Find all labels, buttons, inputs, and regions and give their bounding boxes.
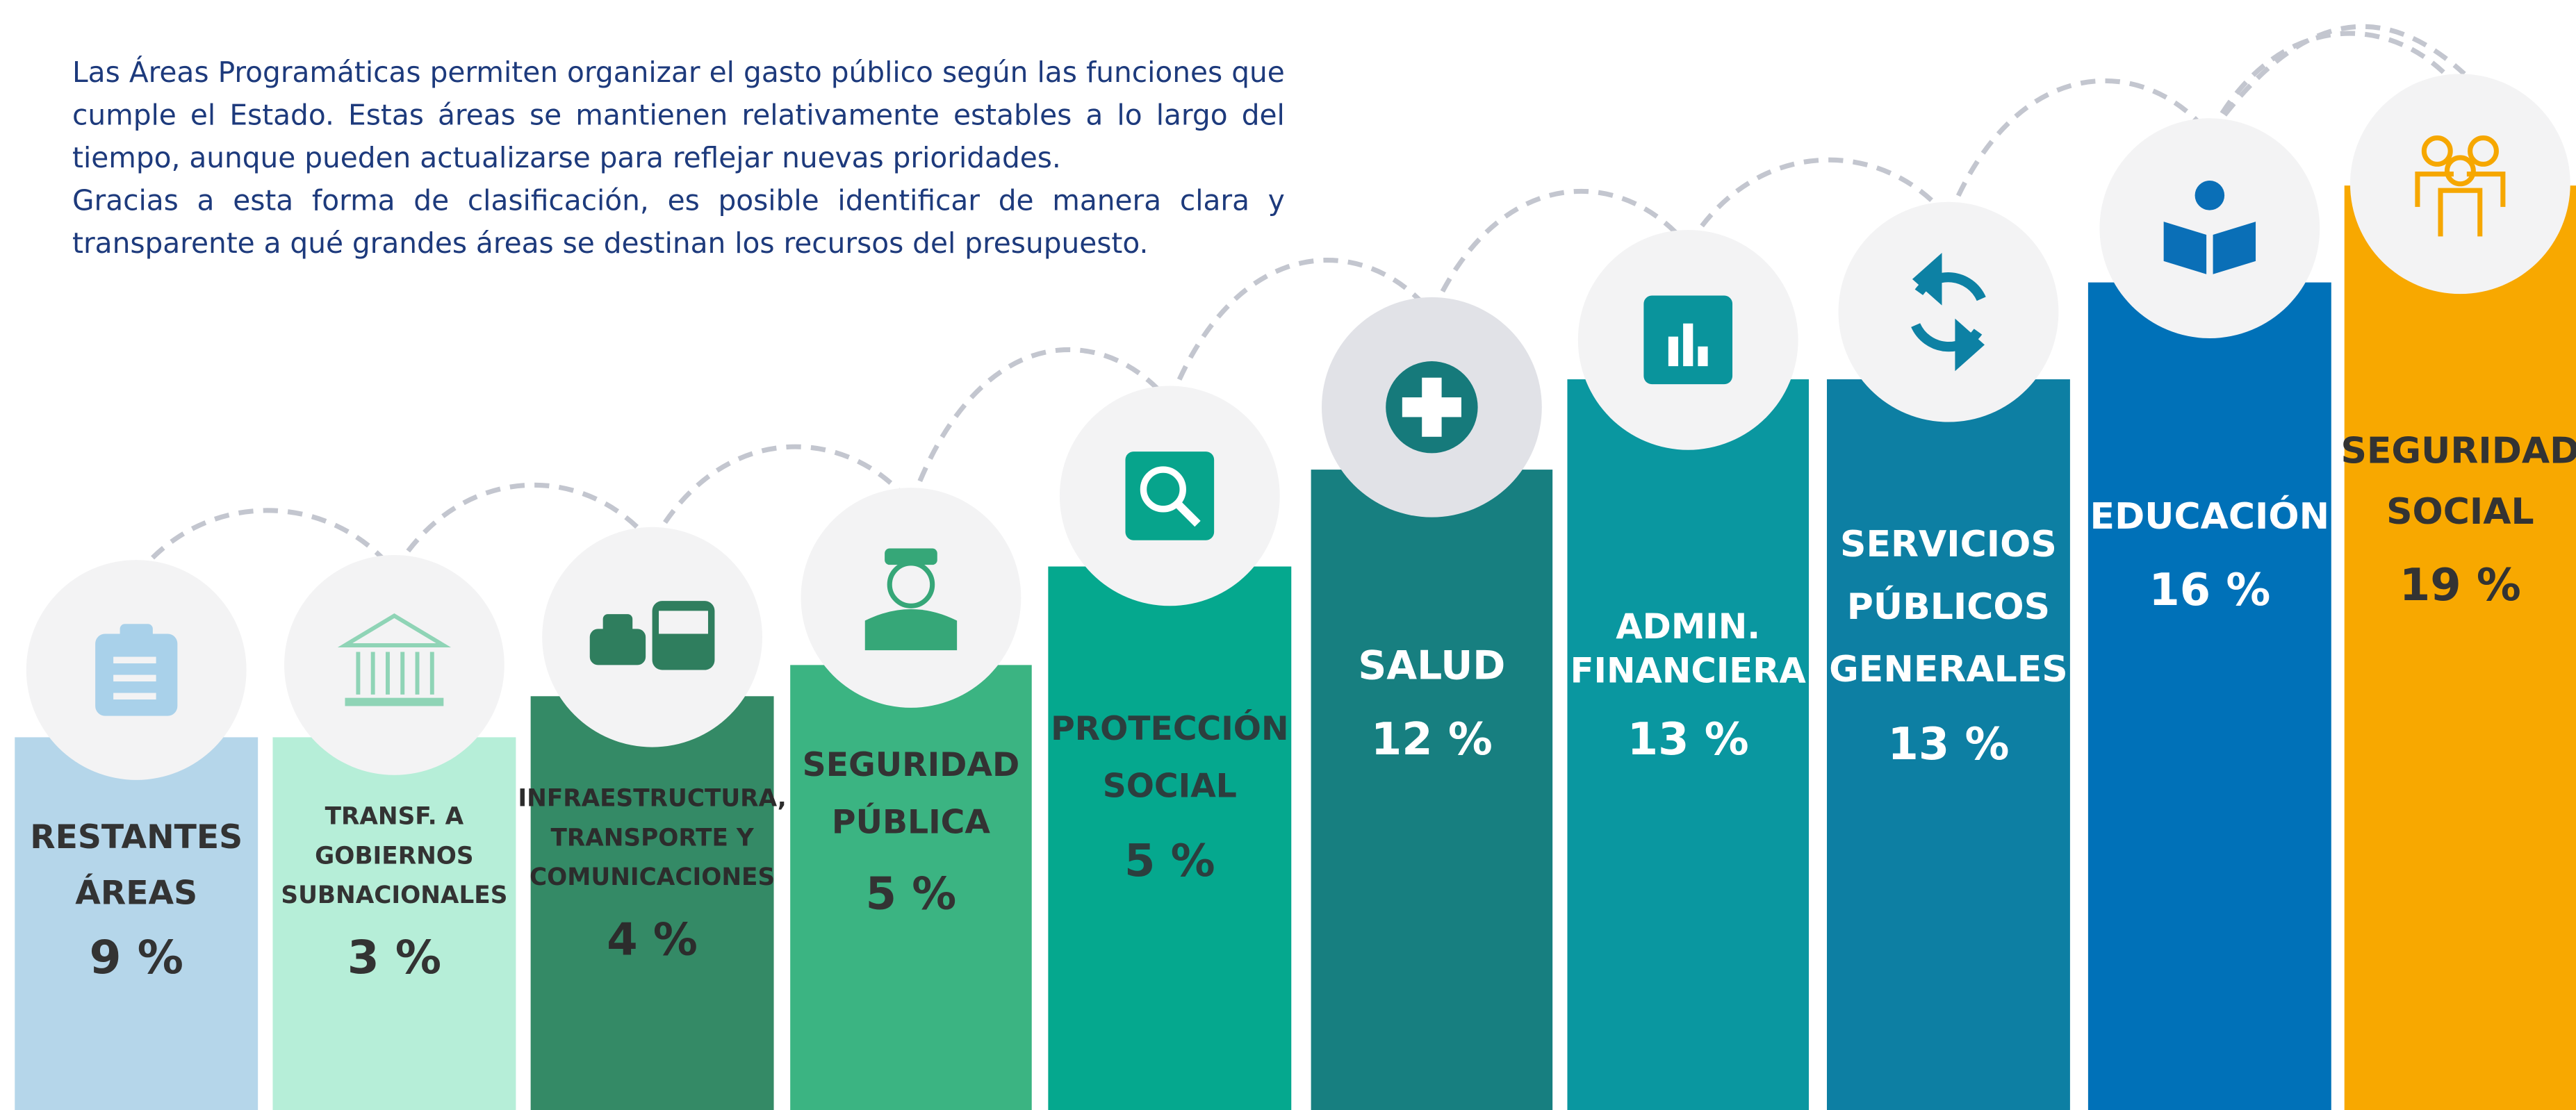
connector <box>392 482 655 573</box>
area-icon <box>2415 135 2506 237</box>
area-label: COMUNICACIONES <box>530 863 775 891</box>
connector <box>1686 157 1951 248</box>
area-label: PÚBLICA <box>832 802 990 842</box>
icon-circle <box>284 554 504 775</box>
icon-shape <box>1140 466 1186 513</box>
icon-shape <box>345 697 444 706</box>
area-label: EDUCACIÓN <box>2090 495 2330 538</box>
icon-shape <box>1912 253 1942 306</box>
connector <box>1429 188 1690 315</box>
icon-shape <box>864 609 958 651</box>
icon-shape <box>337 613 452 647</box>
icon-shape <box>659 611 708 634</box>
intro-text: Las Áreas Programáticas permiten organiz… <box>72 53 1285 266</box>
area-label: SOCIAL <box>2386 491 2534 533</box>
area-label: PÚBLICOS <box>1847 585 2050 628</box>
icon-shape <box>2194 181 2225 210</box>
icon-shape <box>113 674 156 682</box>
area-icon <box>95 624 178 716</box>
icon-shape <box>1698 346 1708 367</box>
area-icon <box>589 601 715 670</box>
area-percentage: 9 % <box>90 931 183 984</box>
area-percentage: 13 % <box>1627 714 1749 765</box>
area-label: SEGURIDAD <box>2340 430 2576 472</box>
area-percentage: 5 % <box>866 868 957 920</box>
icon-shape <box>113 656 156 664</box>
area-label: SERVICIOS <box>1840 524 2057 565</box>
area-label: TRANSPORTE Y <box>550 824 754 852</box>
area-bar <box>1826 379 2070 1110</box>
area-bar <box>530 696 774 1110</box>
area-label: SALUD <box>1358 643 1505 689</box>
area-label: INFRAESTRUCTURA, <box>518 785 786 813</box>
area-label: GOBIERNOS <box>315 842 473 870</box>
area-label: SOCIAL <box>1103 768 1237 806</box>
area-percentage: 4 % <box>607 914 698 966</box>
area-bar <box>2344 185 2576 1110</box>
area-label: TRANSF. A <box>325 803 464 831</box>
connector <box>1946 78 2212 219</box>
connector <box>1167 258 1434 404</box>
intro-paragraph: Las Áreas Programáticas permiten organiz… <box>72 57 1285 176</box>
connector <box>2207 24 2466 136</box>
area-icon <box>1125 452 1215 540</box>
icon-circle <box>801 488 1022 708</box>
connector <box>134 508 397 578</box>
area-icon <box>1911 253 1986 372</box>
icon-shape <box>120 624 153 640</box>
icon-shape <box>2415 172 2506 237</box>
icon-shape <box>1683 323 1693 367</box>
area-icon <box>1643 295 1733 385</box>
icon-shape <box>589 629 646 665</box>
icon-shape <box>2163 222 2256 274</box>
icon-shape <box>1125 452 1215 540</box>
area-label: SEGURIDAD <box>803 746 1020 784</box>
icon-shape <box>2468 135 2499 167</box>
icon-circle <box>2099 118 2320 338</box>
area-bar <box>1311 470 1553 1110</box>
icon-shape <box>2444 155 2476 187</box>
area-icon <box>864 548 958 651</box>
area-label: ADMIN. <box>1616 606 1760 647</box>
area-percentage: 3 % <box>347 931 441 984</box>
area-percentage: 5 % <box>1124 836 1215 887</box>
icon-shape <box>113 693 156 700</box>
area-percentage: 16 % <box>2149 565 2270 616</box>
area-bar <box>790 665 1032 1110</box>
area-icon <box>2163 181 2256 274</box>
icon-shape <box>885 548 937 565</box>
connector <box>908 347 1172 505</box>
icon-shape <box>1402 397 1461 417</box>
area-label: GENERALES <box>1829 649 2068 690</box>
icon-shape <box>1955 318 1985 372</box>
area-percentage: 19 % <box>2399 560 2521 611</box>
area-percentage: 13 % <box>1887 719 2009 770</box>
area-icon <box>337 613 452 706</box>
area-bar <box>2087 282 2331 1110</box>
area-label: ÁREAS <box>75 872 197 912</box>
area-bar <box>1048 566 1292 1110</box>
area-bar <box>272 737 516 1110</box>
area-label: SUBNACIONALES <box>281 881 507 909</box>
area-bar <box>1567 379 1809 1110</box>
icon-shape <box>1174 501 1201 527</box>
area-label: FINANCIERA <box>1570 651 1807 691</box>
connector <box>650 444 913 545</box>
area-bar <box>15 737 259 1110</box>
area-label: RESTANTES <box>30 818 243 856</box>
area-icon <box>1386 361 1478 454</box>
icon-circle <box>1838 201 2059 422</box>
icon-shape <box>2421 135 2453 167</box>
area-percentage: 12 % <box>1371 714 1493 765</box>
intro-paragraph: Gracias a esta forma de clasificación, e… <box>72 185 1285 261</box>
connector <box>2207 31 2463 136</box>
area-label: PROTECCIÓN <box>1051 709 1288 748</box>
icon-shape <box>602 614 633 634</box>
icon-shape <box>1668 336 1679 367</box>
